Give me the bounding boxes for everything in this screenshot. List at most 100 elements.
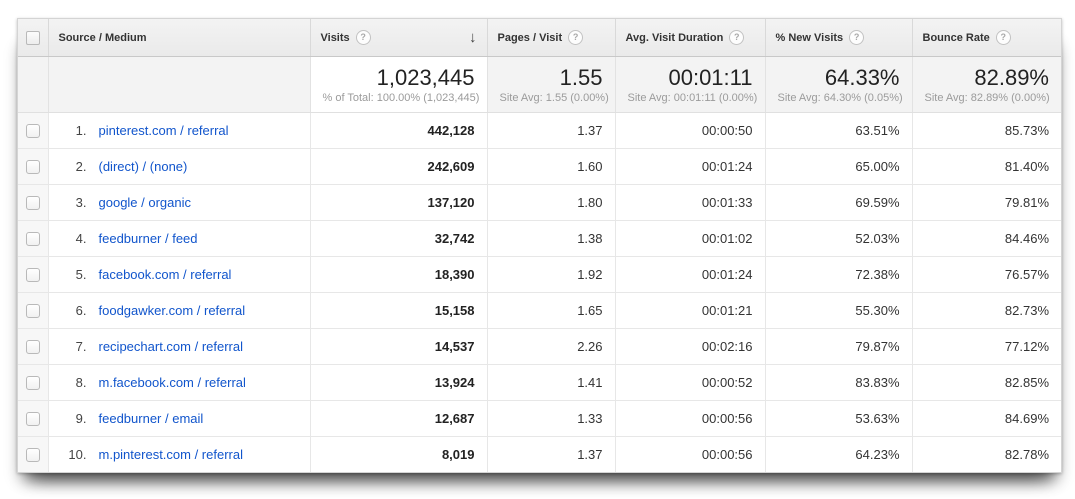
new-visits-cell: 64.23% xyxy=(764,436,912,472)
row-checkbox-cell xyxy=(18,256,48,293)
column-header-avg-visit-duration[interactable]: Avg. Visit Duration ? xyxy=(614,19,765,57)
row-checkbox-cell xyxy=(18,292,48,329)
column-header-source-medium[interactable]: Source / Medium xyxy=(47,19,310,57)
table-row: 9. feedburner / email 12,687 1.33 00:00:56 53… xyxy=(18,400,1061,437)
bounce-rate-cell: 77.12% xyxy=(911,328,1061,365)
bounce-rate-cell: 79.81% xyxy=(911,184,1061,221)
visits-cell: 32,742 xyxy=(309,220,487,257)
row-checkbox[interactable] xyxy=(25,304,40,319)
pages-visit-cell: 1.92 xyxy=(486,256,615,293)
avg-pages-visit-note: Site Avg: 1.55 (0.00%) xyxy=(499,91,609,104)
column-header-label: Visits xyxy=(320,31,350,44)
table-row: 5. facebook.com / referral 18,390 1.92 00:01… xyxy=(18,256,1061,293)
row-checkbox[interactable] xyxy=(25,124,40,139)
row-checkbox[interactable] xyxy=(25,340,40,355)
row-rank: 6. xyxy=(75,303,87,318)
visits-cell: 8,019 xyxy=(309,436,487,472)
row-checkbox[interactable] xyxy=(25,232,40,247)
new-visits-cell: 55.30% xyxy=(764,292,912,329)
row-rank: 9. xyxy=(75,411,87,426)
source-medium-link[interactable]: feedburner / feed xyxy=(98,231,198,246)
summary-source-cell xyxy=(47,56,310,113)
column-header-pages-visit[interactable]: Pages / Visit ? xyxy=(486,19,615,57)
total-visits-note: % of Total: 100.00% (1,023,445) xyxy=(322,91,480,104)
bounce-rate-cell: 76.57% xyxy=(911,256,1061,293)
avg-duration-cell: 00:01:24 xyxy=(614,256,765,293)
source-cell: 7. recipechart.com / referral xyxy=(47,328,310,365)
source-cell: 3. google / organic xyxy=(47,184,310,221)
avg-pages-visit: 1.55 xyxy=(559,65,603,91)
pages-visit-cell: 1.37 xyxy=(486,112,615,149)
pages-visit-cell: 2.26 xyxy=(486,328,615,365)
source-medium-link[interactable]: (direct) / (none) xyxy=(98,159,188,174)
source-medium-link[interactable]: recipechart.com / referral xyxy=(98,339,244,354)
row-checkbox[interactable] xyxy=(25,376,40,391)
source-medium-link[interactable]: foodgawker.com / referral xyxy=(98,303,246,318)
pages-visit-cell: 1.41 xyxy=(486,364,615,401)
row-checkbox-cell xyxy=(18,148,48,185)
row-checkbox-cell xyxy=(18,328,48,365)
row-rank: 7. xyxy=(75,339,87,354)
source-cell: 1. pinterest.com / referral xyxy=(47,112,310,149)
bounce-rate-cell: 81.40% xyxy=(911,148,1061,185)
row-rank: 10. xyxy=(68,447,87,462)
help-icon[interactable]: ? xyxy=(995,30,1011,45)
row-checkbox[interactable] xyxy=(25,160,40,175)
select-all-cell xyxy=(18,19,48,57)
row-checkbox[interactable] xyxy=(25,196,40,211)
avg-duration-cell: 00:00:50 xyxy=(614,112,765,149)
visits-cell: 12,687 xyxy=(309,400,487,437)
help-icon[interactable]: ? xyxy=(849,30,865,45)
source-medium-link[interactable]: google / organic xyxy=(98,195,192,210)
avg-duration-cell: 00:00:52 xyxy=(614,364,765,401)
visits-cell: 14,537 xyxy=(309,328,487,365)
source-medium-link[interactable]: pinterest.com / referral xyxy=(98,123,229,138)
column-header-label: Pages / Visit xyxy=(497,31,563,44)
visits-cell: 18,390 xyxy=(309,256,487,293)
avg-duration-cell: 00:01:02 xyxy=(614,220,765,257)
column-header-new-visits[interactable]: % New Visits ? xyxy=(764,19,912,57)
help-icon[interactable]: ? xyxy=(729,30,745,45)
new-visits-cell: 52.03% xyxy=(764,220,912,257)
sort-descending-icon[interactable]: ↓ xyxy=(469,29,477,46)
column-header-bounce-rate[interactable]: Bounce Rate ? xyxy=(911,19,1061,57)
row-rank: 1. xyxy=(75,123,87,138)
new-visits-cell: 83.83% xyxy=(764,364,912,401)
new-visits-cell: 72.38% xyxy=(764,256,912,293)
source-cell: 6. foodgawker.com / referral xyxy=(47,292,310,329)
row-rank: 8. xyxy=(75,375,87,390)
summary-checkbox-cell xyxy=(18,56,48,113)
avg-visit-duration-note: Site Avg: 00:01:11 (0.00%) xyxy=(627,91,758,104)
column-header-label: Source / Medium xyxy=(58,31,147,44)
column-header-label: Bounce Rate xyxy=(922,31,990,44)
help-icon[interactable]: ? xyxy=(568,30,584,45)
table-row: 8. m.facebook.com / referral 13,924 1.41 00:… xyxy=(18,364,1061,401)
source-cell: 10. m.pinterest.com / referral xyxy=(47,436,310,472)
column-header-label: Avg. Visit Duration xyxy=(625,31,724,44)
source-medium-link[interactable]: m.facebook.com / referral xyxy=(98,375,246,390)
new-visits-cell: 79.87% xyxy=(764,328,912,365)
table-header-row: Source / Medium Visits ? ↓ Pages / Visit xyxy=(18,19,1061,57)
row-checkbox[interactable] xyxy=(25,448,40,463)
column-header-visits[interactable]: Visits ? ↓ xyxy=(309,19,487,57)
summary-visits-cell: 1,023,445 % of Total: 100.00% (1,023,445… xyxy=(309,56,487,113)
avg-duration-cell: 00:01:33 xyxy=(614,184,765,221)
row-checkbox-cell xyxy=(18,220,48,257)
source-medium-link[interactable]: m.pinterest.com / referral xyxy=(98,447,244,462)
table-row: 2. (direct) / (none) 242,609 1.60 00:01:24 65… xyxy=(18,148,1061,185)
pages-visit-cell: 1.65 xyxy=(486,292,615,329)
summary-row: 1,023,445 % of Total: 100.00% (1,023,445… xyxy=(18,56,1061,113)
pages-visit-cell: 1.37 xyxy=(486,436,615,472)
pages-visit-cell: 1.60 xyxy=(486,148,615,185)
row-checkbox[interactable] xyxy=(25,268,40,283)
avg-duration-cell: 00:00:56 xyxy=(614,400,765,437)
help-icon[interactable]: ? xyxy=(355,30,371,45)
select-all-checkbox[interactable] xyxy=(25,30,40,45)
row-rank: 2. xyxy=(75,159,87,174)
summary-duration-cell: 00:01:11 Site Avg: 00:01:11 (0.00%) xyxy=(614,56,765,113)
row-checkbox[interactable] xyxy=(25,412,40,427)
avg-duration-cell: 00:02:16 xyxy=(614,328,765,365)
source-medium-link[interactable]: facebook.com / referral xyxy=(98,267,232,282)
avg-visit-duration: 00:01:11 xyxy=(668,65,753,91)
source-medium-link[interactable]: feedburner / email xyxy=(98,411,204,426)
